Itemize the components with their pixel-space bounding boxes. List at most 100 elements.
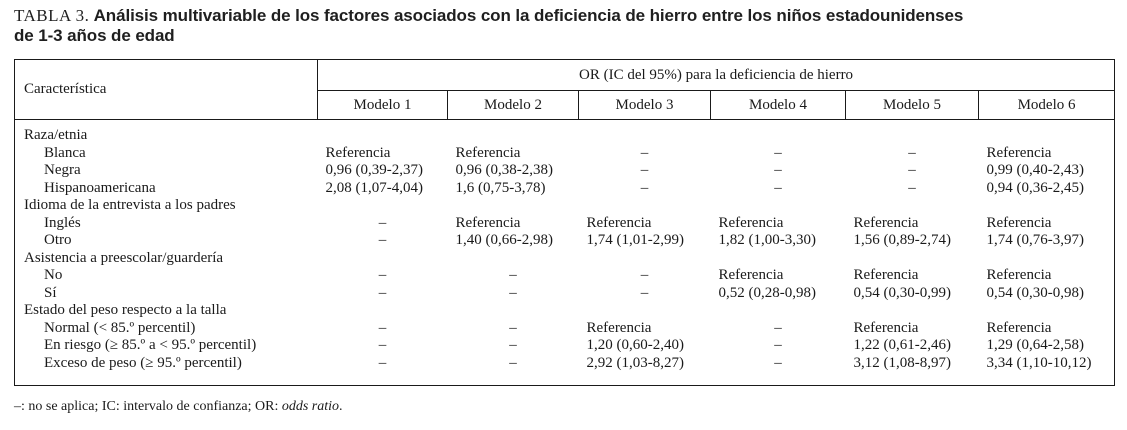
- column-header-modelo-5: Modelo 5: [845, 90, 979, 120]
- column-header-modelo-4: Modelo 4: [710, 90, 846, 120]
- empty-cell: [318, 250, 448, 268]
- value-cell: 1,74 (1,01-2,99): [586, 232, 685, 248]
- data-row: Otro – 1,40 (0,66-2,98) 1,74 (1,01-2,99) 1,8…: [15, 232, 1115, 250]
- value-cell: Referencia: [853, 319, 919, 336]
- data-row: Hispanoamericana 2,08 (1,07-4,04) 1,6 (0,7…: [15, 180, 1115, 198]
- row-label: Otro: [44, 232, 72, 248]
- empty-cell: [579, 197, 711, 215]
- empty-cell: [846, 120, 979, 145]
- value-cell: Referencia: [853, 267, 919, 283]
- row-label: Estado del peso respecto a la talla: [24, 302, 227, 318]
- na-cell: –: [378, 319, 387, 336]
- value-cell: 1,20 (0,60-2,40): [586, 337, 685, 353]
- data-row: Exceso de peso (≥ 95.º percentil) – – 2,92 …: [15, 355, 1115, 386]
- value-cell: Referencia: [455, 144, 521, 161]
- row-label: En riesgo (≥ 85.º a < 95.º percentil): [44, 337, 257, 353]
- value-cell: Referencia: [586, 214, 652, 231]
- na-cell: –: [774, 354, 782, 371]
- value-cell: 0,54 (0,30-0,98): [986, 284, 1085, 301]
- data-row: Normal (< 85.º percentil) – – Referencia – Re…: [15, 320, 1115, 338]
- column-header-modelo-6: Modelo 6: [977, 90, 1115, 120]
- na-cell: –: [908, 179, 916, 196]
- na-cell: –: [774, 319, 782, 336]
- na-cell: –: [378, 267, 387, 283]
- footnote-text: –: no se aplica; IC: intervalo de confia…: [14, 399, 282, 414]
- footnote-period: .: [339, 399, 343, 414]
- value-cell: Referencia: [718, 267, 784, 283]
- empty-cell: [448, 120, 579, 145]
- na-cell: –: [774, 179, 782, 196]
- na-cell: –: [509, 354, 517, 371]
- table-header: Característica OR (IC del 95%) para la d…: [14, 59, 1115, 120]
- value-cell: 2,92 (1,03-8,27): [586, 354, 685, 371]
- empty-cell: [979, 120, 1115, 145]
- empty-cell: [318, 120, 448, 145]
- na-cell: –: [908, 162, 916, 178]
- empty-cell: [979, 197, 1115, 215]
- row-label: Negra: [44, 162, 81, 178]
- table-title-line2: de 1-3 años de edad: [14, 26, 175, 45]
- column-header-caracteristica: Característica: [14, 59, 318, 120]
- na-cell: –: [640, 144, 649, 161]
- na-cell: –: [509, 284, 517, 301]
- value-cell: 1,6 (0,75-3,78): [455, 179, 546, 196]
- header-row-models: Modelo 1 Modelo 2 Modelo 3 Modelo 4 Mode…: [15, 90, 1115, 120]
- value-cell: 0,52 (0,28-0,98): [718, 284, 817, 301]
- row-label: Asistencia a preescolar/guardería: [24, 249, 224, 266]
- na-cell: –: [640, 162, 649, 178]
- data-row: Sí – – – 0,52 (0,28-0,98) 0,54 (0,30-0,99) 0,5…: [15, 285, 1115, 303]
- na-cell: –: [774, 162, 782, 178]
- value-cell: 0,94 (0,36-2,45): [986, 179, 1085, 196]
- empty-cell: [448, 197, 579, 215]
- na-cell: –: [509, 267, 517, 283]
- data-row: Blanca Referencia Referencia – – – Referencia: [15, 145, 1115, 163]
- na-cell: –: [378, 337, 387, 353]
- section-row: Raza/etnia: [15, 120, 1115, 145]
- table-body: Raza/etnia Blanca Referencia Referencia – – – R…: [15, 120, 1115, 386]
- value-cell: 1,82 (1,00-3,30): [718, 232, 817, 248]
- na-cell: –: [378, 284, 387, 301]
- results-table: Característica OR (IC del 95%) para la d…: [14, 59, 1116, 386]
- column-header-modelo-3: Modelo 3: [578, 90, 711, 120]
- empty-cell: [711, 250, 846, 268]
- data-row: En riesgo (≥ 85.º a < 95.º percentil) – – 1…: [15, 337, 1115, 355]
- row-label: Blanca: [44, 144, 86, 161]
- value-cell: 0,54 (0,30-0,99): [853, 284, 952, 301]
- row-label: Idioma de la entrevista a los padres: [24, 197, 236, 213]
- na-cell: –: [774, 144, 782, 161]
- value-cell: 2,08 (1,07-4,04): [325, 179, 424, 196]
- value-cell: 0,99 (0,40-2,43): [986, 162, 1085, 178]
- row-label: Inglés: [44, 214, 81, 231]
- value-cell: 3,12 (1,08-8,97): [853, 354, 952, 371]
- column-header-modelo-1: Modelo 1: [317, 90, 448, 120]
- empty-cell: [579, 302, 711, 320]
- na-cell: –: [908, 144, 916, 161]
- empty-cell: [448, 302, 579, 320]
- table-caption: TABLA 3. Análisis multivariable de los f…: [14, 6, 1114, 46]
- empty-cell: [711, 302, 846, 320]
- footnote-italic-term: odds ratio: [281, 399, 340, 414]
- empty-cell: [846, 197, 979, 215]
- section-row: Asistencia a preescolar/guardería: [15, 250, 1115, 268]
- value-cell: 0,96 (0,39-2,37): [325, 162, 424, 178]
- value-cell: Referencia: [986, 267, 1052, 283]
- na-cell: –: [378, 232, 387, 248]
- empty-cell: [579, 250, 711, 268]
- empty-cell: [448, 250, 579, 268]
- value-cell: 3,34 (1,10-10,12): [986, 354, 1092, 371]
- value-cell: Referencia: [718, 214, 784, 231]
- data-row: Negra 0,96 (0,39-2,37) 0,96 (0,38-2,38) – – –…: [15, 162, 1115, 180]
- footnote: –: no se aplica; IC: intervalo de confia…: [14, 398, 1114, 415]
- empty-cell: [711, 120, 846, 145]
- table-number: TABLA 3.: [14, 6, 90, 25]
- value-cell: 1,40 (0,66-2,98): [455, 232, 554, 248]
- na-cell: –: [774, 337, 782, 353]
- section-row: Idioma de la entrevista a los padres: [15, 197, 1115, 215]
- na-cell: –: [640, 179, 649, 196]
- value-cell: Referencia: [325, 144, 391, 161]
- empty-cell: [846, 302, 979, 320]
- row-label: Sí: [44, 284, 57, 301]
- na-cell: –: [509, 337, 517, 353]
- value-cell: 1,29 (0,64-2,58): [986, 337, 1085, 353]
